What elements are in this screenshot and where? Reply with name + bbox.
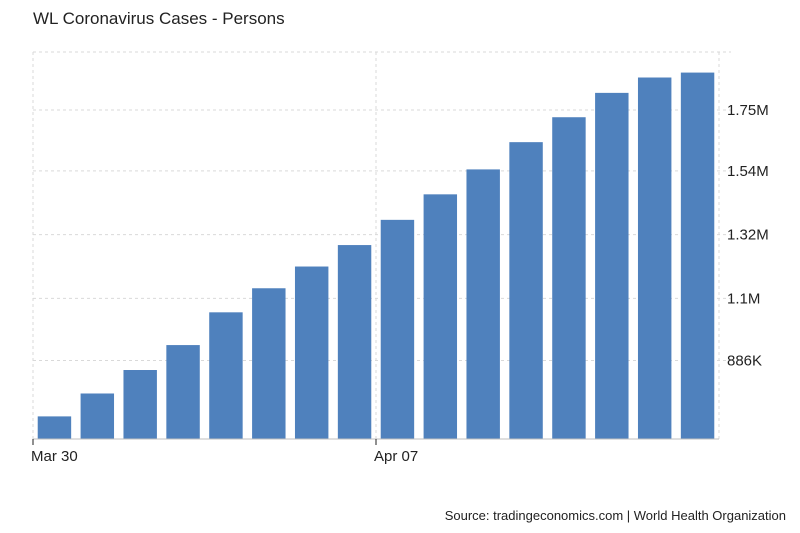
bar-apr-03: [209, 312, 243, 439]
chart-title: WL Coronavirus Cases - Persons: [33, 9, 285, 28]
x-tick-label: Apr 07: [374, 448, 418, 465]
bars: [37, 72, 715, 440]
y-tick-label: 1.54M: [727, 163, 769, 180]
bar-mar-30: [37, 416, 72, 439]
source-note: Source: tradingeconomics.com | World Hea…: [444, 508, 786, 523]
y-tick-label: 1.1M: [727, 290, 760, 307]
bar-apr-09: [466, 169, 500, 440]
y-tick-label: 1.75M: [727, 102, 769, 119]
y-tick-label: 886K: [727, 352, 762, 369]
bar-apr-06: [337, 245, 372, 439]
bar-apr-10: [509, 142, 543, 439]
bar-apr-11: [552, 117, 586, 439]
bar-apr-13: [637, 77, 672, 440]
y-tick-label: 1.32M: [727, 227, 769, 244]
bar-apr-07: [380, 219, 415, 439]
x-axis-ticks: Mar 30 Apr 07: [31, 439, 418, 465]
bar-apr-01: [123, 370, 157, 439]
bar-apr-12: [595, 92, 629, 440]
y-axis-ticks: 886K 1.1M 1.32M 1.54M 1.75M: [727, 102, 769, 369]
bar-apr-08: [423, 194, 458, 439]
bar-apr-05: [294, 266, 329, 439]
bar-mar-31: [80, 393, 115, 439]
bar-apr-14: [680, 72, 715, 439]
x-tick-label: Mar 30: [31, 448, 78, 465]
bar-apr-04: [252, 288, 286, 439]
bar-apr-02: [166, 345, 200, 439]
